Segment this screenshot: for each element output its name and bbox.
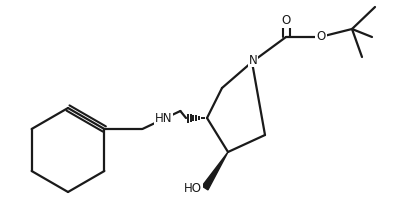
Text: O: O xyxy=(316,29,326,42)
Polygon shape xyxy=(202,152,228,190)
Text: HN: HN xyxy=(154,112,172,124)
Text: HO: HO xyxy=(184,181,202,194)
Text: O: O xyxy=(281,14,291,28)
Text: N: N xyxy=(249,53,257,67)
